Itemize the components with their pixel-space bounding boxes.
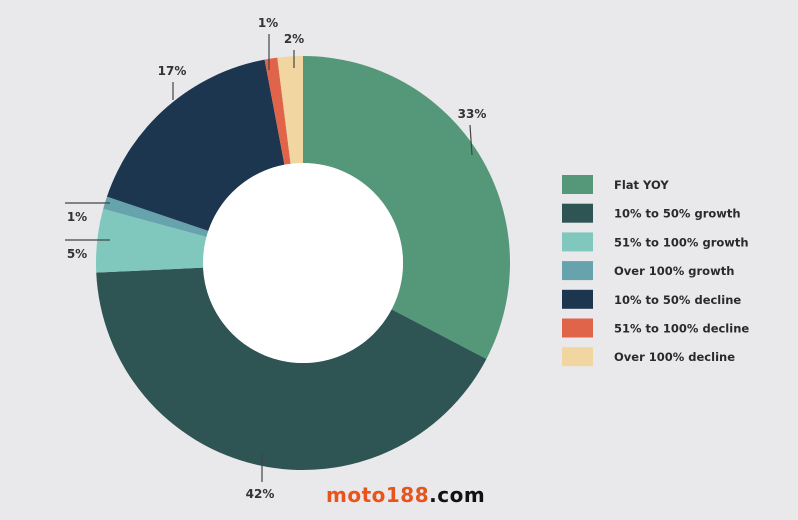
data-label-4: 17% <box>158 64 187 78</box>
legend-swatch-3 <box>562 261 593 281</box>
data-label-6: 2% <box>284 32 304 46</box>
data-label-3: 1% <box>67 210 87 224</box>
watermark: moto188.com <box>326 483 485 507</box>
legend-label-1: 10% to 50% growth <box>614 207 741 221</box>
slice-2 <box>95 208 207 273</box>
legend-label-0: Flat YOY <box>614 178 669 192</box>
legend-swatch-6 <box>562 347 593 367</box>
slice-3 <box>103 196 209 237</box>
legend-swatch-2 <box>562 232 593 252</box>
data-label-5: 1% <box>258 16 278 30</box>
legend-label-6: Over 100% decline <box>614 350 735 364</box>
legend-label-3: Over 100% growth <box>614 264 734 278</box>
legend-swatch-1 <box>562 203 593 223</box>
slice-4 <box>106 59 285 231</box>
slice-5 <box>264 57 291 165</box>
leader-line-0 <box>469 124 473 156</box>
legend-label-2: 51% to 100% growth <box>614 235 749 249</box>
slice-6 <box>277 56 303 164</box>
legend-label-4: 10% to 50% decline <box>614 293 741 307</box>
donut-hole <box>203 163 403 363</box>
data-label-1: 42% <box>246 487 275 501</box>
legend-swatch-4 <box>562 289 593 309</box>
slice-0 <box>303 56 510 359</box>
legend-swatch-5 <box>562 318 593 338</box>
data-label-0: 33% <box>458 107 487 121</box>
legend-swatch-0 <box>562 175 593 194</box>
watermark-part1: moto188 <box>326 483 430 507</box>
slice-1 <box>96 267 487 470</box>
data-label-2: 5% <box>67 247 87 261</box>
legend-label-5: 51% to 100% decline <box>614 322 749 336</box>
watermark-part2: .com <box>429 483 486 507</box>
